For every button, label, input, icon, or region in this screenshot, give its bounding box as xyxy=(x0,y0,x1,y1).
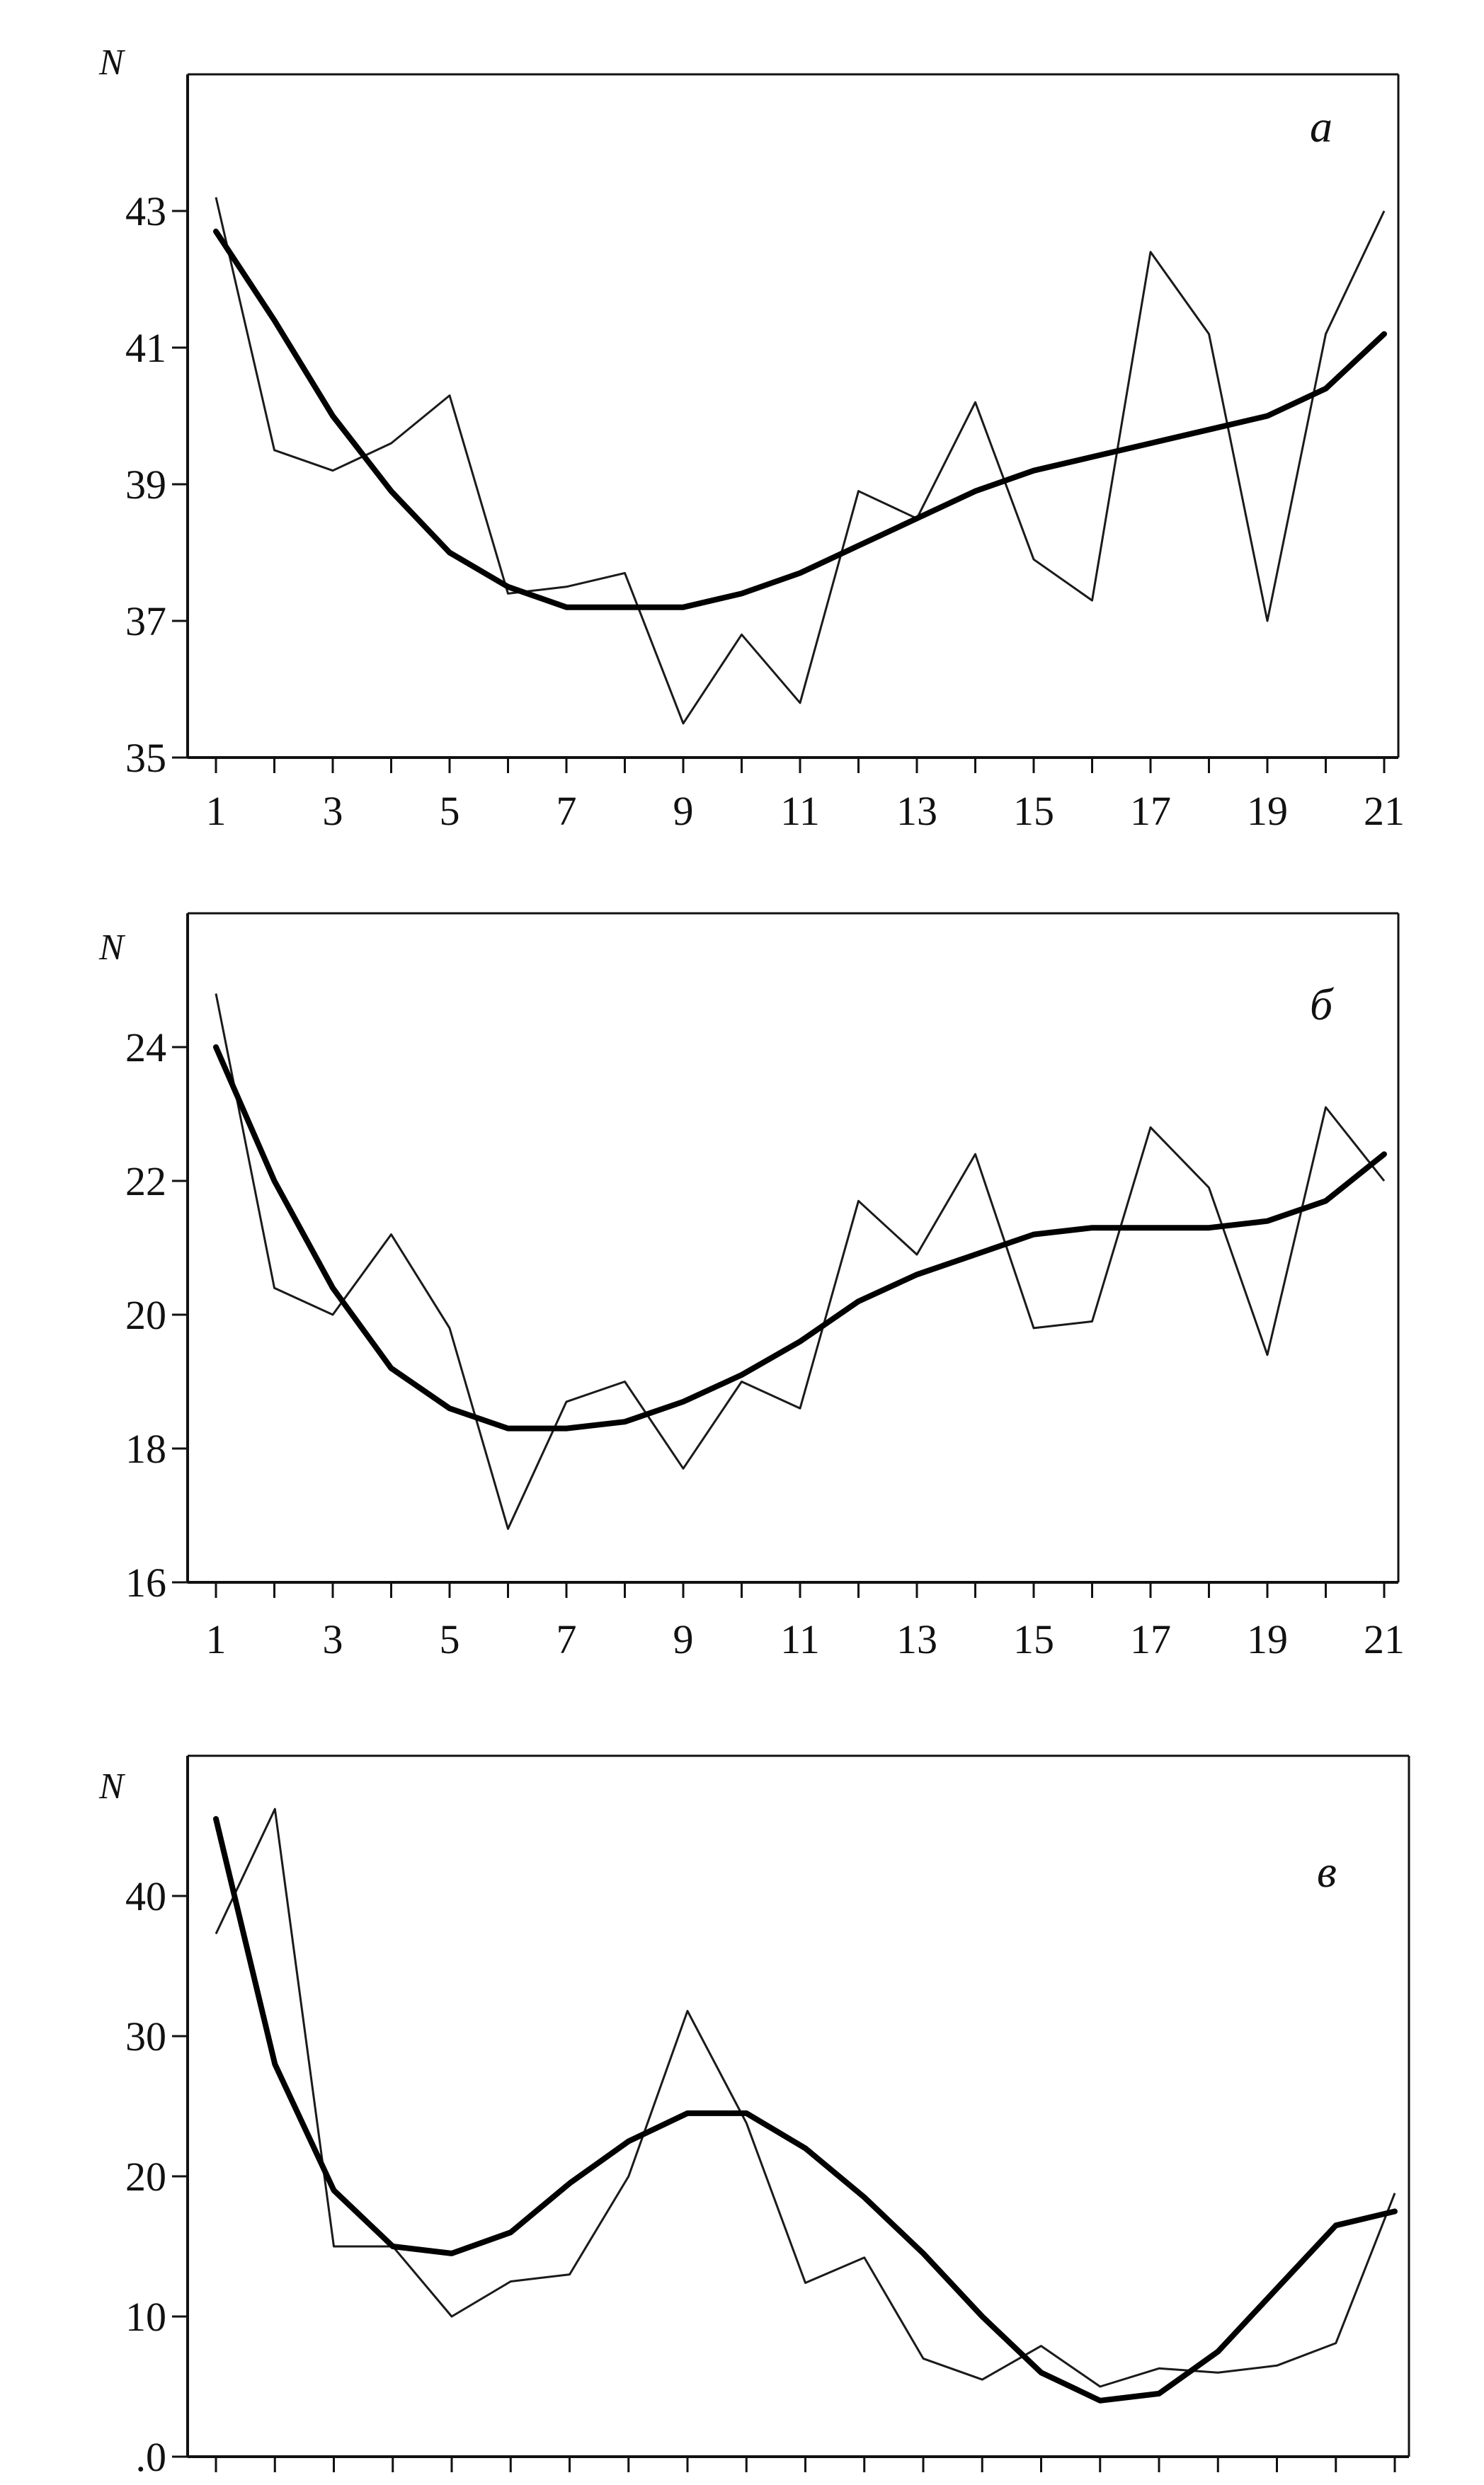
raw-series-line xyxy=(215,1807,1396,2388)
panel-label-v: в xyxy=(1317,1846,1337,1897)
panel-label-b: б xyxy=(1310,979,1334,1029)
y-tick-label: 40 xyxy=(125,1873,166,1919)
x-tick-label: 9 xyxy=(673,788,694,834)
y-axis-label: N xyxy=(98,927,126,968)
smoothed-series-line xyxy=(213,1816,1398,2404)
raw-series-line xyxy=(215,197,1386,725)
y-tick-label: 43 xyxy=(125,188,166,234)
y-tick-label: 16 xyxy=(125,1560,166,1606)
smoothed-series-line xyxy=(213,228,1387,610)
x-tick-label: 19 xyxy=(1247,1616,1288,1662)
x-tick-label: 15 xyxy=(1013,1616,1054,1662)
x-tick-label: 13 xyxy=(896,788,937,834)
x-tick-label: 1 xyxy=(206,788,227,834)
x-tick-label: 1 xyxy=(206,1616,227,1662)
y-axis-label: N xyxy=(98,42,126,83)
x-tick-label: 11 xyxy=(780,1616,820,1662)
x-tick-label: 5 xyxy=(440,1616,460,1662)
x-tick-label: 13 xyxy=(896,1616,937,1662)
x-tick-label: 17 xyxy=(1130,1616,1171,1662)
y-tick-label: 18 xyxy=(125,1426,166,1472)
x-tick-label: 9 xyxy=(673,1616,694,1662)
panel-label-a: а xyxy=(1310,101,1332,152)
x-tick-label: 7 xyxy=(556,1616,577,1662)
y-tick-label: 10 xyxy=(125,2294,166,2340)
x-tick-label: 11 xyxy=(780,788,820,834)
y-axis-label: N xyxy=(98,1766,126,1807)
x-tick-label: 21 xyxy=(1364,788,1405,834)
y-tick-label: 30 xyxy=(125,2013,166,2060)
smoothed-series-line xyxy=(213,1044,1387,1432)
y-tick-label: 39 xyxy=(125,462,166,508)
x-tick-label: 5 xyxy=(440,788,460,834)
y-tick-label: 37 xyxy=(125,598,166,644)
x-tick-label: 17 xyxy=(1130,788,1171,834)
x-tick-label: 3 xyxy=(323,788,343,834)
x-tick-label: 21 xyxy=(1364,1616,1405,1662)
x-tick-label: 7 xyxy=(556,788,577,834)
y-tick-label: .0 xyxy=(136,2434,167,2480)
x-tick-label: 15 xyxy=(1013,788,1054,834)
y-tick-label: 22 xyxy=(125,1158,166,1204)
x-tick-label: 19 xyxy=(1247,788,1288,834)
y-tick-label: 24 xyxy=(125,1024,166,1070)
x-tick-label: 3 xyxy=(323,1616,343,1662)
y-tick-label: 41 xyxy=(125,325,166,371)
y-tick-label: 20 xyxy=(125,2154,166,2200)
y-tick-label: 35 xyxy=(125,735,166,781)
chart-panel-v: .0 10 20 30 40 Nв xyxy=(98,1754,1410,2480)
y-tick-label: 20 xyxy=(125,1292,166,1338)
raw-series-line xyxy=(215,993,1386,1530)
